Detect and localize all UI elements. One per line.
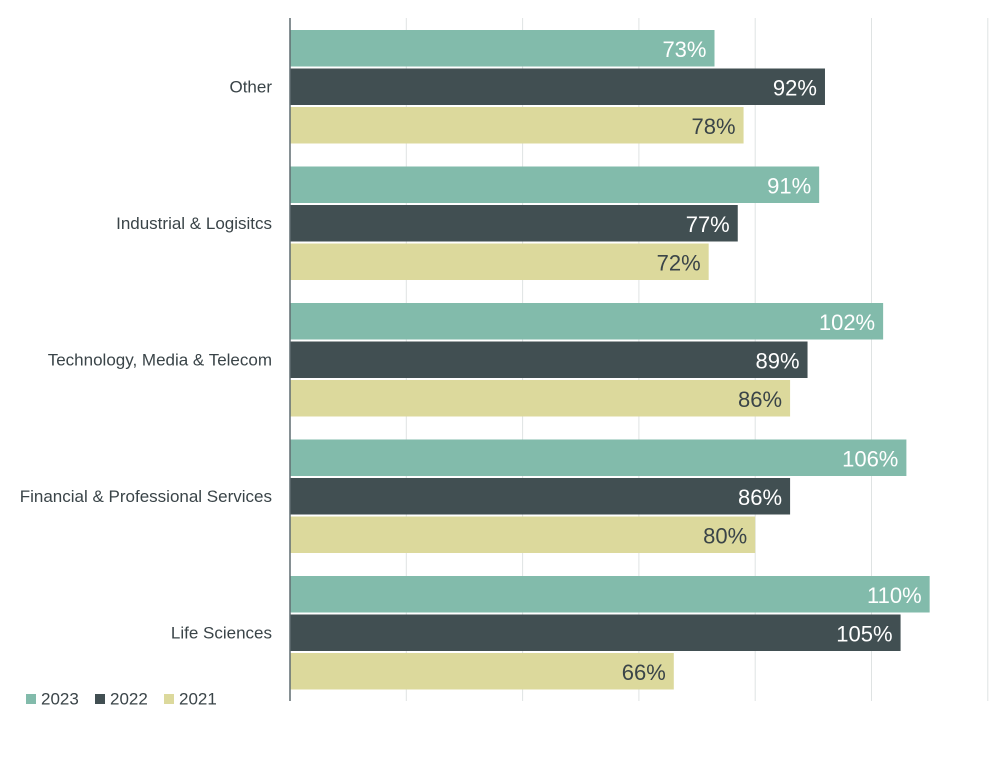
legend-swatch [95,694,105,704]
bar-2021 [290,107,744,144]
category-labels: Other Industrial & Logisitcs Technology, M… [20,77,273,642]
data-label: 105% [836,621,892,646]
bar-2023 [290,303,884,340]
data-label: 66% [622,660,666,685]
legend-label: 2021 [179,690,217,709]
bar-2023 [290,30,715,67]
category-label: Other [229,77,272,96]
bar-2022 [290,478,791,515]
category-label: Life Sciences [171,623,272,642]
bar-2023 [290,166,820,203]
bar-2022 [290,68,825,105]
category-label: Technology, Media & Telecom [48,350,272,369]
bars: 73% 92% 78% 91% 77% 72% 102% 89% 86% 106% 86% 80% 11… [290,30,930,690]
data-label: 86% [738,485,782,510]
bar-2022 [290,614,901,651]
legend-label: 2023 [41,690,79,709]
bar-2021 [290,243,709,280]
data-label: 73% [662,37,706,62]
data-label: 72% [657,250,701,275]
data-label: 78% [692,114,736,139]
bar-2023 [290,576,930,613]
category-label: Financial & Professional Services [20,487,272,506]
data-label: 91% [767,173,811,198]
data-label: 110% [867,583,922,608]
bar-2023 [290,439,907,476]
bar-2021 [290,516,756,553]
bar-2021 [290,653,674,690]
data-label: 89% [755,348,799,373]
category-label: Industrial & Logisitcs [116,214,272,233]
data-label: 77% [686,212,730,237]
legend: 2023 2022 2021 [26,690,217,709]
data-label: 106% [842,446,898,471]
data-label: 102% [819,310,875,335]
data-label: 80% [703,523,747,548]
legend-swatch [164,694,174,704]
legend-swatch [26,694,36,704]
data-label: 86% [738,387,782,412]
bar-2021 [290,380,791,417]
legend-label: 2022 [110,690,148,709]
data-label: 92% [773,75,817,100]
bar-2022 [290,341,808,378]
bar-2022 [290,205,738,242]
